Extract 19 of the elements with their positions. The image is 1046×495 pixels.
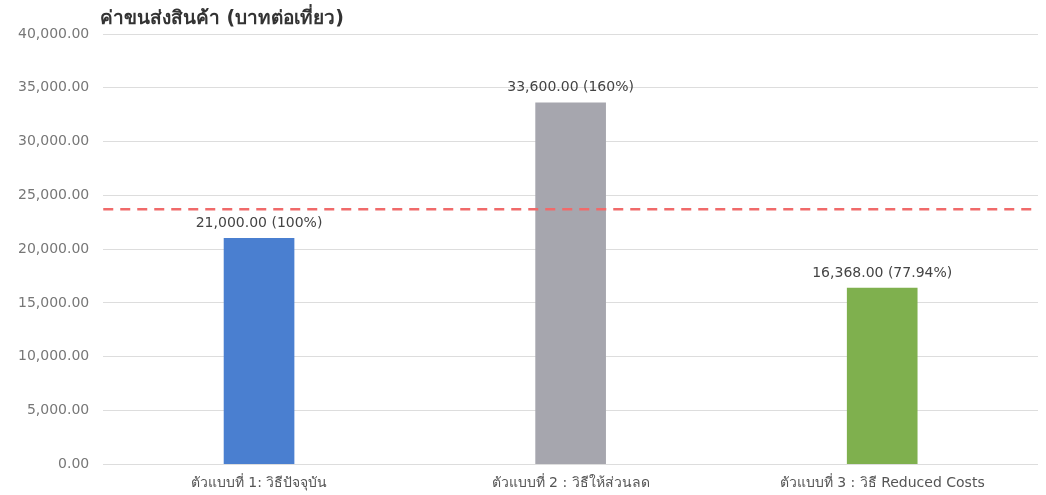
bar — [535, 102, 606, 465]
x-tick-label: ตัวแบบที่ 1: วิธีปัจจุบัน — [190, 473, 328, 492]
data-label: 21,000.00 (100%) — [195, 213, 323, 230]
y-tick-label: 35,000.00 — [17, 78, 90, 95]
y-tick-label: 25,000.00 — [17, 185, 90, 202]
y-tick-label: 15,000.00 — [17, 293, 90, 310]
x-tick-label: ตัวแบบที่ 3 : วิธี Reduced Costs — [779, 473, 985, 491]
y-tick-label: 0.00 — [58, 454, 90, 471]
chart-title: ค่าขนส่งสินค้า (บาทต่อเที่ยว) — [100, 3, 344, 30]
x-tick-label: ตัวแบบที่ 2 : วิธีให้ส่วนลด — [491, 473, 650, 491]
bar — [846, 287, 918, 465]
bar — [223, 238, 295, 465]
data-label: 33,600.00 (160%) — [507, 78, 634, 95]
y-tick-label: 30,000.00 — [17, 132, 90, 149]
y-tick-label: 20,000.00 — [17, 239, 90, 256]
y-tick-label: 10,000.00 — [17, 347, 90, 364]
y-tick-label: 5,000.00 — [26, 401, 90, 418]
data-label: 16,368.00 (77.94%) — [812, 263, 953, 280]
y-tick-label: 40,000.00 — [17, 24, 90, 41]
